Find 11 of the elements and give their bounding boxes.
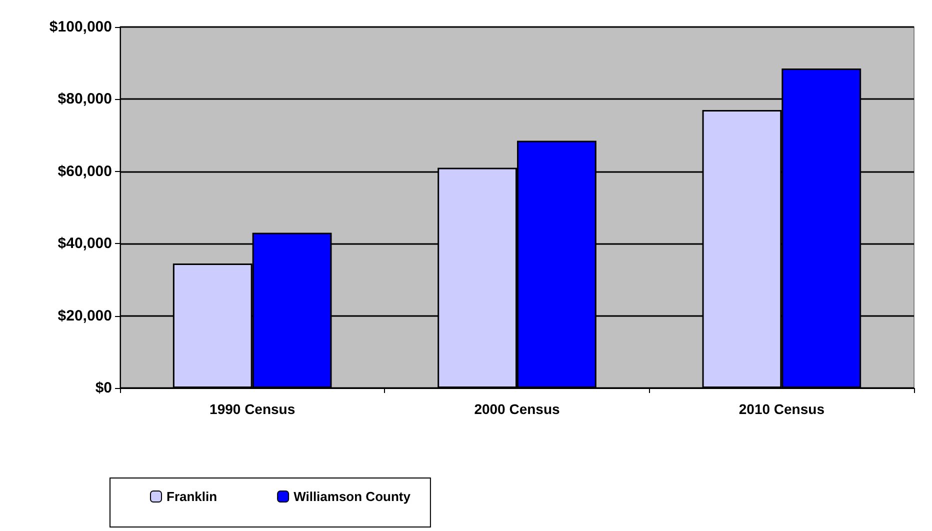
y-tick-label: $60,000 [58,162,112,180]
y-tick-label: $0 [95,380,112,396]
legend-label: Williamson County [294,489,412,504]
legend-label: Franklin [166,489,218,504]
y-tick-label: $100,000 [49,18,112,36]
y-tick-label: $40,000 [58,235,112,252]
x-tick-label: 2010 Census [738,401,825,417]
y-tick-label: $20,000 [58,307,112,324]
y-tick-label: $80,000 [58,90,112,108]
x-tick-label: 1990 Census [210,401,296,417]
x-tick-label: 2000 Census [474,401,560,417]
